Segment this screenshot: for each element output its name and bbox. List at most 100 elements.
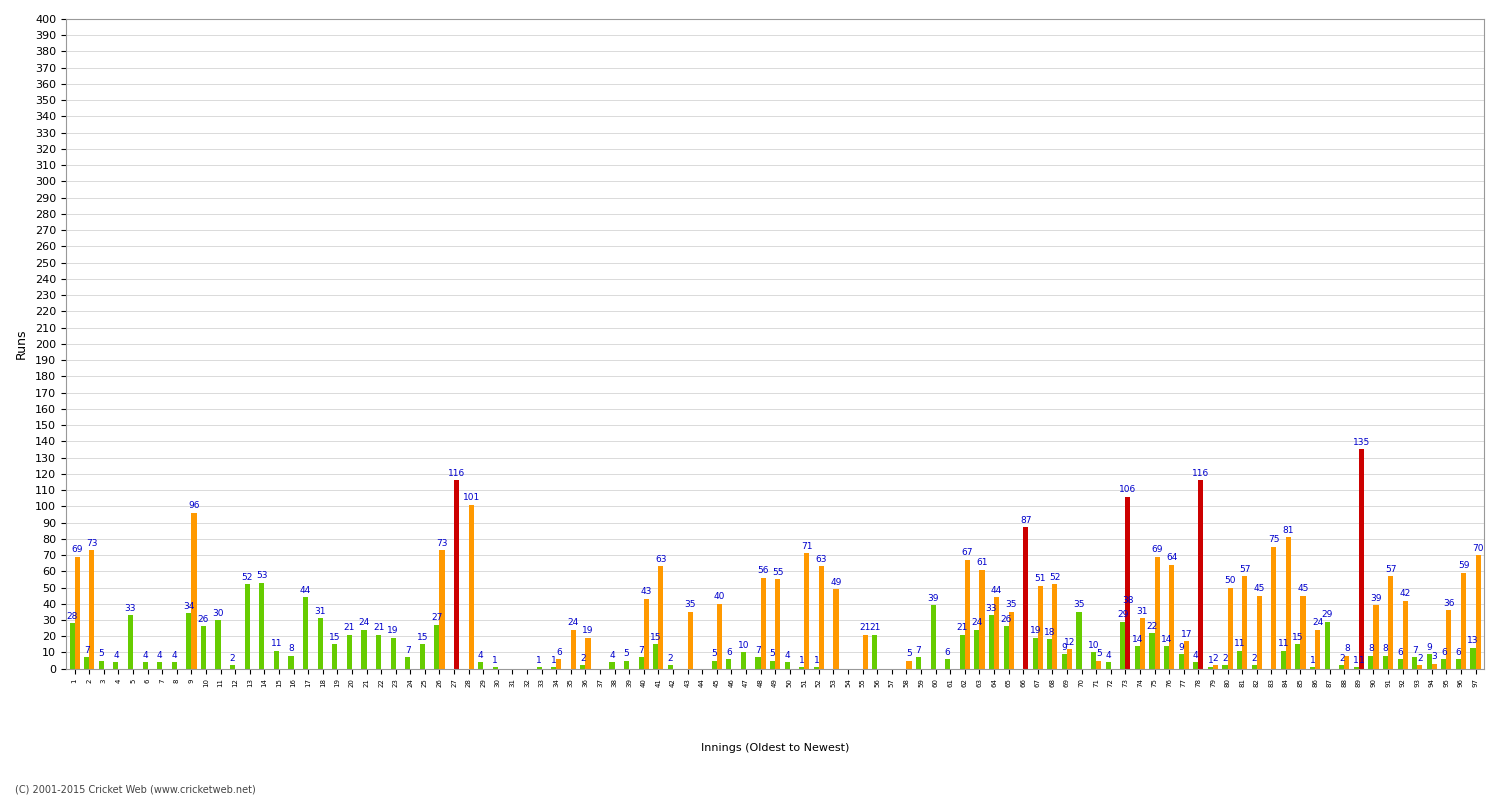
Text: 9: 9 xyxy=(1062,642,1068,652)
Text: 5: 5 xyxy=(906,649,912,658)
Text: 39: 39 xyxy=(1370,594,1382,603)
Bar xyxy=(303,598,307,669)
Text: 33: 33 xyxy=(124,604,136,613)
Text: 96: 96 xyxy=(188,502,200,510)
Bar xyxy=(1096,661,1101,669)
Text: 7: 7 xyxy=(754,646,760,655)
Bar xyxy=(930,606,936,669)
Text: 39: 39 xyxy=(927,594,939,603)
Bar xyxy=(776,579,780,669)
Text: 1: 1 xyxy=(1208,656,1214,665)
Text: 116: 116 xyxy=(448,469,465,478)
Text: 1: 1 xyxy=(1359,656,1365,665)
Bar xyxy=(478,662,483,669)
Text: 56: 56 xyxy=(758,566,770,575)
Text: 10: 10 xyxy=(1088,641,1100,650)
Bar xyxy=(1286,537,1292,669)
Bar xyxy=(585,638,591,669)
Bar xyxy=(770,661,776,669)
Text: 24: 24 xyxy=(568,618,579,627)
Bar xyxy=(804,554,810,669)
Bar xyxy=(1316,630,1320,669)
Bar xyxy=(440,550,444,669)
Bar xyxy=(1296,644,1300,669)
Bar xyxy=(1227,587,1233,669)
Bar xyxy=(945,659,950,669)
Bar xyxy=(1368,656,1374,669)
Text: 28: 28 xyxy=(66,612,78,621)
Text: 135: 135 xyxy=(1353,438,1370,447)
Text: 10: 10 xyxy=(738,641,748,650)
Bar xyxy=(1066,650,1072,669)
Bar xyxy=(128,615,134,669)
Bar xyxy=(624,661,628,669)
Bar xyxy=(711,661,717,669)
Bar xyxy=(216,620,220,669)
Bar xyxy=(1398,659,1402,669)
Bar xyxy=(1359,450,1364,669)
Bar xyxy=(405,658,411,669)
Text: 6: 6 xyxy=(726,647,732,657)
Bar xyxy=(192,513,196,669)
Text: 14: 14 xyxy=(1131,634,1143,643)
Text: 24: 24 xyxy=(1312,618,1323,627)
Text: 2: 2 xyxy=(1212,654,1218,663)
Text: 42: 42 xyxy=(1400,589,1411,598)
Bar xyxy=(717,604,722,669)
Text: 21: 21 xyxy=(859,623,871,632)
Text: 4: 4 xyxy=(112,650,118,660)
Text: 4: 4 xyxy=(478,650,483,660)
Text: 4: 4 xyxy=(609,650,615,660)
Bar xyxy=(274,651,279,669)
Text: 22: 22 xyxy=(1146,622,1158,630)
Text: 26: 26 xyxy=(198,615,208,624)
Bar xyxy=(834,589,839,669)
Text: 5: 5 xyxy=(711,649,717,658)
Bar xyxy=(1032,638,1038,669)
Bar xyxy=(1090,653,1096,669)
Bar xyxy=(114,662,118,669)
Text: 11: 11 xyxy=(270,639,282,649)
Text: 5: 5 xyxy=(1096,649,1101,658)
Text: 101: 101 xyxy=(462,494,480,502)
Text: 4: 4 xyxy=(171,650,177,660)
Bar xyxy=(468,505,474,669)
Bar xyxy=(639,658,644,669)
Bar xyxy=(1476,555,1480,669)
Text: 73: 73 xyxy=(436,538,448,548)
Text: 24: 24 xyxy=(358,618,369,627)
Bar xyxy=(1125,497,1131,669)
Bar xyxy=(784,662,789,669)
X-axis label: Innings (Oldest to Newest): Innings (Oldest to Newest) xyxy=(700,743,849,753)
Bar xyxy=(1442,659,1446,669)
Bar xyxy=(494,667,498,669)
Text: 63: 63 xyxy=(656,555,666,564)
Bar xyxy=(1192,662,1198,669)
Bar xyxy=(84,658,90,669)
Bar xyxy=(454,480,459,669)
Bar xyxy=(1164,646,1168,669)
Bar xyxy=(1353,667,1359,669)
Bar xyxy=(1383,656,1388,669)
Text: 5: 5 xyxy=(770,649,776,658)
Bar xyxy=(687,612,693,669)
Bar xyxy=(609,662,615,669)
Bar xyxy=(550,667,556,669)
Text: 4: 4 xyxy=(142,650,148,660)
Text: 73: 73 xyxy=(86,538,98,548)
Bar xyxy=(332,644,338,669)
Bar xyxy=(1251,666,1257,669)
Text: 38: 38 xyxy=(1122,595,1134,605)
Bar xyxy=(1242,576,1246,669)
Bar xyxy=(1461,573,1466,669)
Text: 7: 7 xyxy=(405,646,411,655)
Text: 9: 9 xyxy=(1426,642,1432,652)
Text: 29: 29 xyxy=(1118,610,1128,619)
Text: 7: 7 xyxy=(639,646,644,655)
Text: 1: 1 xyxy=(492,656,498,665)
Text: 19: 19 xyxy=(1029,626,1041,635)
Text: 43: 43 xyxy=(640,587,652,597)
Text: 6: 6 xyxy=(1455,647,1461,657)
Text: 57: 57 xyxy=(1239,565,1251,574)
Text: 2: 2 xyxy=(1251,654,1257,663)
